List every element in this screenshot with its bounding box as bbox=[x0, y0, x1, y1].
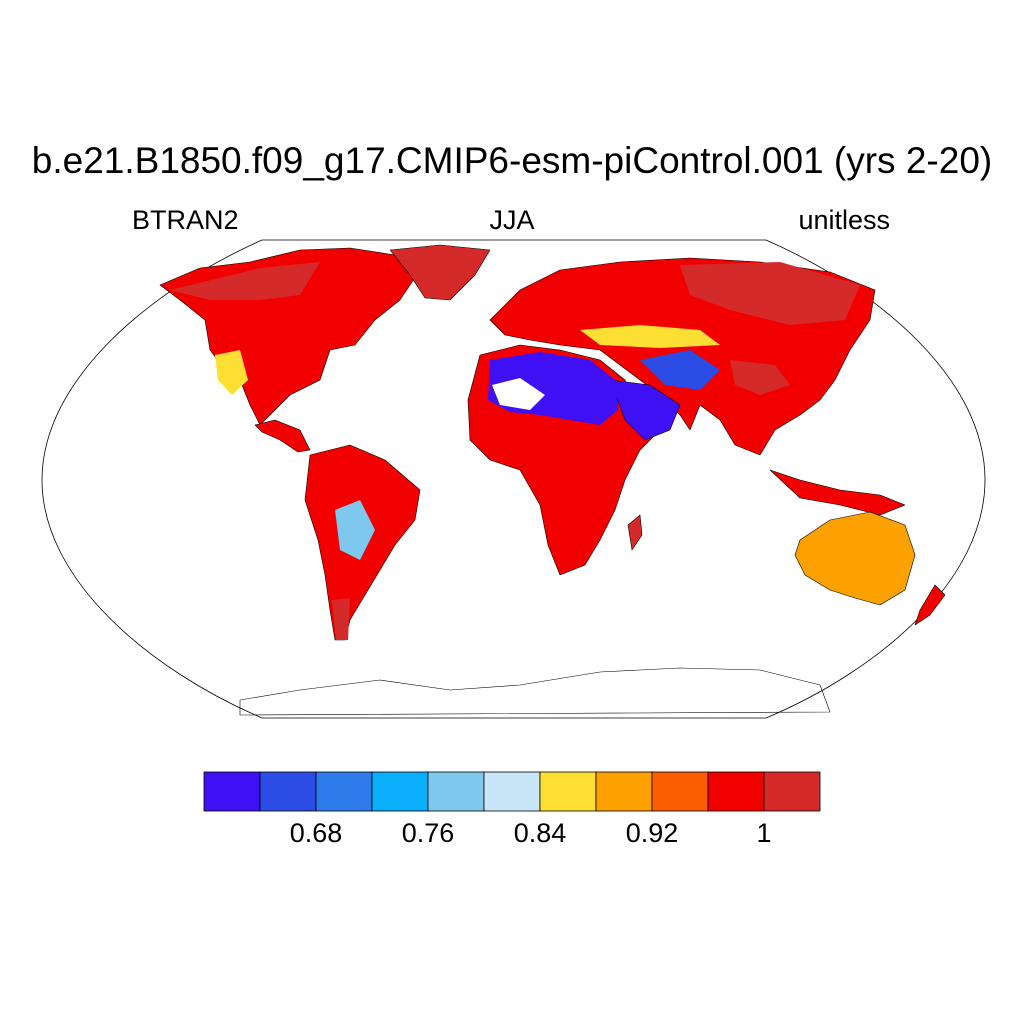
colorbar-swatch bbox=[763, 771, 821, 812]
plot-title: b.e21.B1850.f09_g17.CMIP6-esm-piControl.… bbox=[31, 140, 993, 181]
canada-dark bbox=[170, 262, 320, 300]
season-label: JJA bbox=[489, 205, 535, 235]
colorbar-tick-label: 0.76 bbox=[401, 818, 455, 848]
colorbar-tick-label: 0.84 bbox=[513, 818, 567, 848]
colorbar-swatch bbox=[651, 771, 709, 812]
low-btran-regions bbox=[170, 262, 860, 640]
antarctica bbox=[239, 667, 831, 716]
colorbar-swatch bbox=[539, 771, 597, 812]
map-boundary bbox=[41, 239, 986, 719]
colorbar-swatch bbox=[707, 771, 765, 812]
central-asia-low bbox=[640, 350, 720, 390]
siberia-dark bbox=[680, 262, 860, 325]
madagascar bbox=[627, 514, 643, 551]
greenland bbox=[389, 244, 491, 301]
patagonia-dark bbox=[332, 598, 350, 640]
colorbar-swatch bbox=[315, 771, 373, 812]
colorbar-swatch bbox=[595, 771, 653, 812]
andes-low bbox=[335, 500, 375, 560]
se-asia-islands bbox=[769, 469, 906, 516]
colorbar-swatch bbox=[259, 771, 317, 812]
colorbar-swatch bbox=[427, 771, 485, 812]
arabia bbox=[609, 379, 681, 441]
australia bbox=[794, 511, 916, 606]
colorbar-tick-label: 1 bbox=[756, 818, 772, 848]
new-zealand bbox=[914, 584, 946, 626]
colorbar-tick-label: 0.68 bbox=[289, 818, 343, 848]
tibet-dark bbox=[730, 360, 790, 395]
sw-usa-low bbox=[215, 350, 248, 395]
sahara-white bbox=[492, 378, 545, 410]
colorbar-tick-label: 0.92 bbox=[625, 818, 679, 848]
colorbar-swatch bbox=[203, 771, 261, 812]
variable-label: BTRAN2 bbox=[132, 205, 239, 235]
colorbar-swatch bbox=[371, 771, 429, 812]
units-label: unitless bbox=[798, 205, 890, 235]
colorbar-swatch bbox=[483, 771, 541, 812]
mid-asia-yellow bbox=[580, 325, 720, 348]
central-america bbox=[254, 419, 311, 453]
